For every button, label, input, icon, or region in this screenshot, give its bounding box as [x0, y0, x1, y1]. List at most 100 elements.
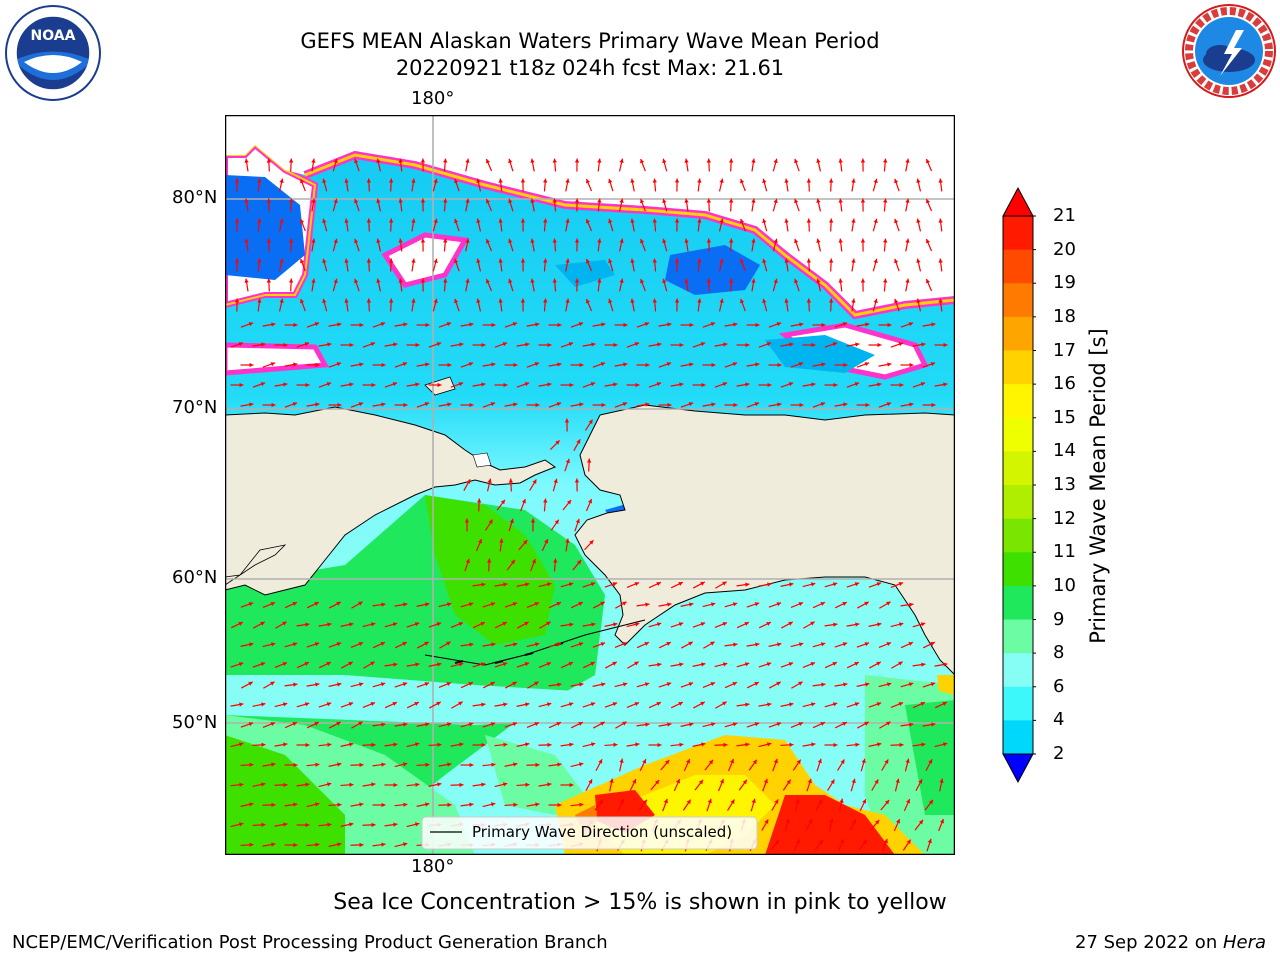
wave-arrow-head — [762, 178, 767, 184]
wave-arrow-head — [437, 742, 442, 747]
wave-arrow-head — [480, 621, 485, 626]
wave-arrow-head — [706, 238, 712, 243]
footer-date-text: 27 Sep 2022 on — [1075, 932, 1223, 953]
wave-arrow-head — [851, 778, 856, 784]
wave-arrow-head — [796, 759, 801, 765]
wave-arrow-head — [622, 721, 627, 726]
wave-arrow-head — [930, 682, 936, 687]
wave-arrow-head — [928, 759, 933, 764]
wave-arrow-head — [465, 198, 470, 203]
wave-arrow-head — [829, 818, 834, 823]
wave-arrow-head — [810, 582, 816, 587]
wave-arrow-head — [393, 822, 398, 827]
wave-arrow-head — [393, 662, 398, 667]
wave-arrow-head — [612, 661, 617, 666]
wave-arrow-head — [586, 299, 590, 304]
wave-arrow-head — [304, 661, 309, 666]
wave-arrow-head — [458, 382, 464, 387]
wave-arrow-head — [609, 778, 614, 783]
wave-arrow-head — [876, 661, 881, 666]
wave-arrow-head — [773, 238, 778, 244]
wave-arrow-head — [234, 298, 240, 303]
wave-arrow-head — [326, 661, 331, 666]
wave-arrow-head — [679, 382, 684, 387]
wave-arrow-head — [565, 178, 570, 183]
wave-arrow-head — [710, 322, 716, 327]
wave-arrow-head — [662, 238, 667, 244]
wave-arrow-head — [322, 258, 327, 264]
wave-arrow-head — [722, 382, 728, 387]
wave-arrow-head — [579, 362, 584, 368]
colorbar-tick-label: 12 — [1053, 507, 1076, 529]
wave-arrow-head — [898, 702, 904, 707]
wave-arrow-head — [762, 298, 767, 304]
wave-arrow-head — [598, 759, 603, 764]
wave-arrow-head — [786, 779, 791, 785]
wave-arrow-head — [644, 322, 650, 327]
wave-arrow-head — [689, 722, 694, 727]
wave-arrow-head — [261, 742, 266, 747]
wave-arrow-head — [476, 178, 481, 183]
wave-arrow-head — [293, 762, 298, 768]
wave-arrow-head — [619, 238, 624, 243]
wave-arrow-head — [818, 839, 824, 845]
wave-arrow-head — [300, 218, 305, 224]
wave-arrow-head — [402, 641, 407, 646]
wave-arrow-head — [333, 158, 338, 164]
wave-arrow-head — [732, 602, 738, 607]
wave-arrow-head — [886, 682, 892, 687]
wave-arrow-head — [468, 722, 474, 727]
wave-arrow-head — [336, 721, 341, 726]
wave-arrow-head — [908, 641, 913, 646]
wave-arrow-head — [498, 178, 503, 183]
wave-arrow-head — [886, 402, 892, 407]
wave-arrow-head — [930, 362, 936, 367]
wave-arrow-head — [403, 602, 408, 607]
colorbar-tick-label: 2 — [1053, 743, 1065, 764]
wave-arrow-head — [249, 642, 254, 647]
wave-arrow-head — [498, 218, 503, 223]
wave-arrow-head — [546, 702, 552, 707]
wave-arrow-head — [939, 778, 944, 783]
wave-arrow-head — [271, 842, 276, 847]
wave-arrow-head — [271, 802, 276, 808]
wave-arrow-head — [344, 298, 349, 303]
wave-arrow-head — [481, 702, 486, 707]
wave-arrow-head — [446, 602, 452, 607]
wave-arrow-head — [521, 498, 526, 504]
wave-arrow-head — [590, 582, 596, 587]
wave-arrow-head — [315, 842, 320, 847]
wave-arrow-head — [642, 759, 647, 764]
wave-arrow-head — [784, 178, 789, 183]
wave-arrow-head — [744, 662, 750, 667]
wave-arrow-head — [795, 798, 800, 804]
wave-arrow-head — [622, 642, 628, 647]
wave-arrow-head — [534, 602, 540, 607]
wave-arrow-head — [354, 278, 359, 284]
wave-arrow-head — [899, 382, 904, 388]
wave-arrow-head — [314, 802, 320, 807]
wave-arrow-head — [420, 278, 426, 283]
wave-arrow-head — [322, 218, 327, 224]
wave-arrow-head — [249, 762, 254, 767]
wave-arrow-head — [838, 198, 843, 203]
wave-arrow-head — [608, 218, 613, 224]
wave-arrow-head — [630, 298, 635, 303]
wave-arrow-head — [706, 158, 712, 163]
wave-arrow-head — [388, 218, 394, 223]
wave-arrow-head — [697, 258, 702, 263]
wave-arrow-head — [679, 342, 684, 348]
wave-arrow-head — [711, 362, 716, 368]
wave-arrow-head — [886, 601, 891, 606]
wave-arrow-head — [292, 601, 297, 606]
wave-arrow-head — [248, 322, 254, 327]
wave-arrow-head — [652, 218, 657, 223]
wave-arrow-head — [468, 362, 474, 367]
wave-arrow-head — [667, 322, 672, 327]
wave-arrow-head — [415, 342, 420, 348]
colorbar-band — [1003, 552, 1033, 587]
colorbar — [1002, 186, 1036, 784]
wave-arrow-head — [436, 701, 441, 706]
wave-arrow-head — [908, 322, 914, 327]
wave-arrow-head — [234, 258, 240, 263]
